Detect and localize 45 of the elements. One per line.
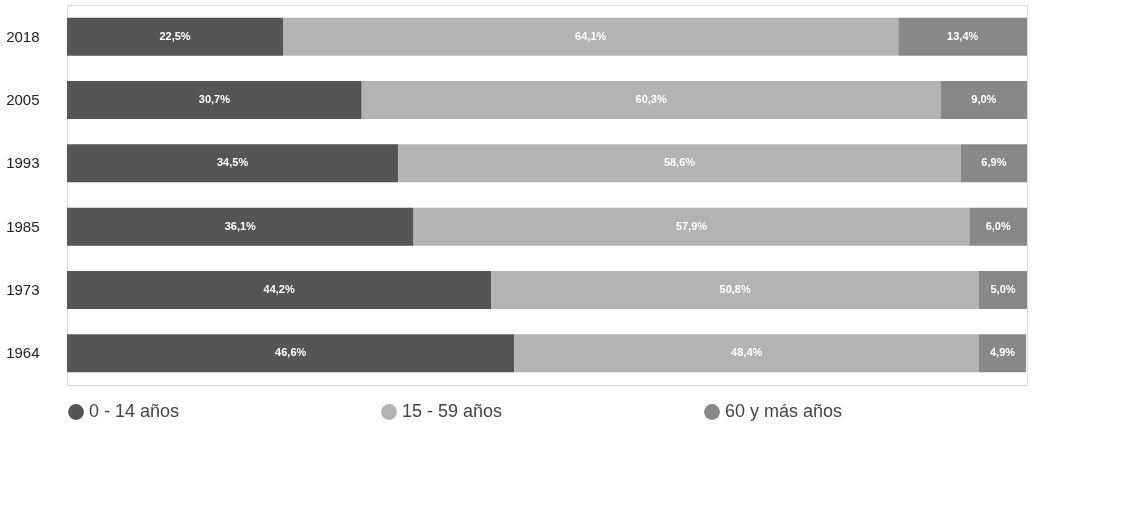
data-label: 6,9% <box>981 156 1007 169</box>
y-tick-label: 2005 <box>6 91 40 108</box>
data-label: 46,6% <box>275 346 307 359</box>
data-label: 50,8% <box>719 283 751 295</box>
bar <box>67 271 492 309</box>
bar <box>67 207 414 246</box>
data-label: 9,0% <box>971 93 997 105</box>
legend-label: 0 - 14 años <box>89 401 180 421</box>
bar <box>514 334 979 373</box>
bar <box>67 144 399 183</box>
bar <box>969 207 1027 246</box>
y-tick-label: 1985 <box>6 217 40 235</box>
bar <box>491 271 979 309</box>
data-label: 64,1% <box>575 29 607 42</box>
y-tick-label: 1993 <box>6 154 40 172</box>
data-label: 44,2% <box>263 283 295 295</box>
data-label: 48,4% <box>731 346 763 359</box>
bar <box>960 144 1027 183</box>
data-label: 30,7% <box>198 93 231 105</box>
bar <box>67 17 283 56</box>
data-label: 60,3% <box>635 93 667 105</box>
data-label: 6,0% <box>985 219 1011 232</box>
bar <box>398 144 961 183</box>
legend-label: 15 - 59 años <box>402 401 503 421</box>
bar <box>67 334 515 373</box>
bar <box>979 271 1027 309</box>
data-label: 13,4% <box>947 29 979 42</box>
bar <box>979 334 1027 373</box>
y-tick-label: 2018 <box>6 27 40 45</box>
y-tick-label: 1973 <box>6 281 40 298</box>
bar <box>898 17 1027 56</box>
data-label: 57,9% <box>675 219 708 232</box>
data-label: 22,5% <box>159 29 191 42</box>
bar <box>67 81 362 119</box>
data-label: 5,0% <box>990 283 1016 295</box>
y-tick-label: 1964 <box>6 344 40 362</box>
data-label: 4,9% <box>989 346 1016 359</box>
legend-label: 60 y más años <box>725 401 843 421</box>
data-label: 58,6% <box>663 156 696 169</box>
bar <box>940 81 1027 119</box>
bar <box>361 81 941 119</box>
bar <box>283 17 899 56</box>
data-label: 36,1% <box>224 219 257 232</box>
data-label: 34,5% <box>217 156 249 169</box>
bar <box>413 207 970 246</box>
